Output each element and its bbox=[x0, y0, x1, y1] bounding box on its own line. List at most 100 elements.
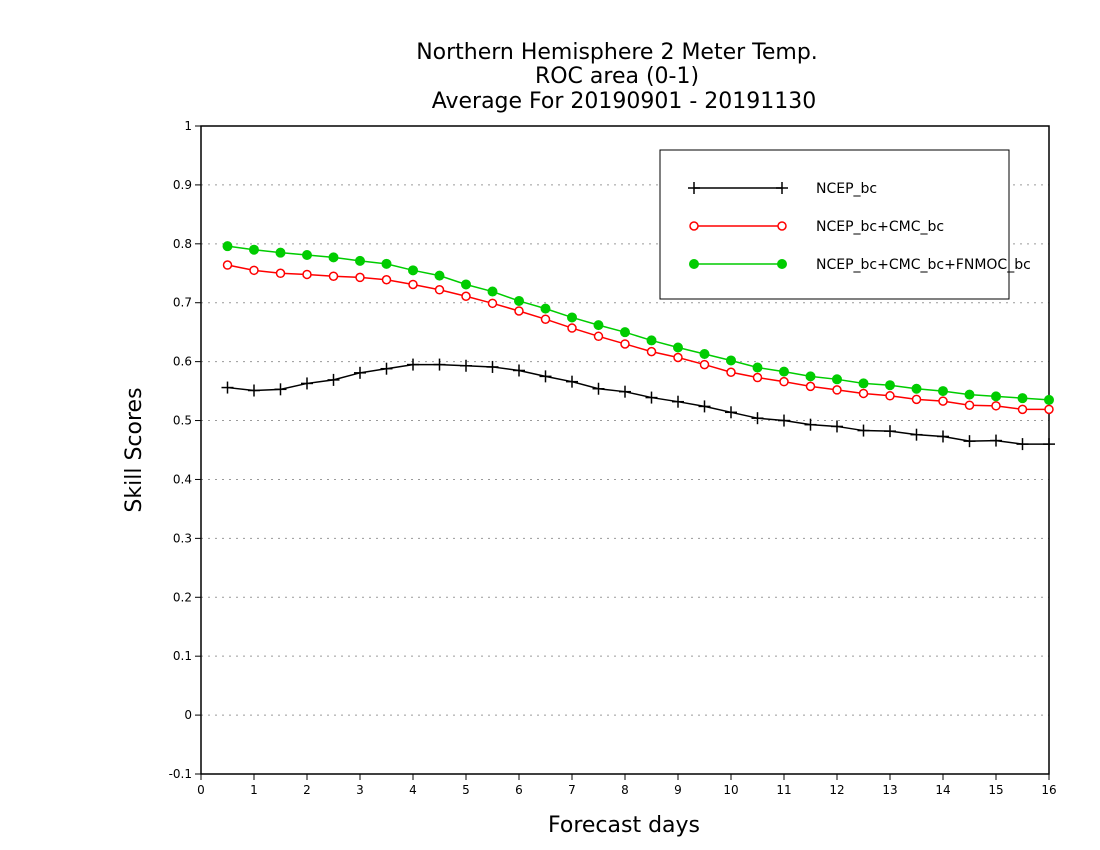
data-point bbox=[434, 270, 445, 281]
data-point bbox=[593, 331, 604, 342]
series bbox=[221, 241, 1055, 451]
y-tick-label: 0.2 bbox=[173, 590, 192, 604]
data-point bbox=[779, 366, 789, 377]
data-point bbox=[301, 377, 313, 390]
data-point bbox=[619, 385, 631, 398]
data-point bbox=[327, 373, 340, 386]
data-point bbox=[222, 260, 233, 270]
data-point bbox=[689, 259, 699, 269]
data-point bbox=[673, 342, 683, 353]
data-point bbox=[514, 306, 524, 316]
data-point bbox=[698, 400, 711, 413]
data-point bbox=[964, 400, 975, 410]
data-point bbox=[249, 265, 259, 276]
data-point bbox=[274, 383, 287, 396]
data-point bbox=[911, 383, 922, 394]
legend-item: NCEP_bc+CMC_bc+FNMOC_bc bbox=[689, 257, 1031, 273]
data-point bbox=[646, 346, 657, 357]
chart-titles: Northern Hemisphere 2 Meter Temp. ROC ar… bbox=[416, 40, 818, 114]
data-point bbox=[486, 360, 499, 373]
y-tick-label: 0.7 bbox=[173, 296, 192, 310]
data-point bbox=[593, 320, 604, 331]
data-point bbox=[514, 295, 524, 306]
data-point bbox=[990, 434, 1002, 447]
y-tick-label: 0 bbox=[184, 708, 192, 722]
data-point bbox=[434, 285, 445, 295]
y-tick-label: 1 bbox=[184, 119, 192, 133]
data-point bbox=[620, 339, 630, 349]
data-point bbox=[673, 352, 683, 363]
y-tick-label: 0.6 bbox=[173, 355, 192, 369]
data-point bbox=[751, 412, 764, 425]
series-1 bbox=[221, 358, 1055, 451]
data-point bbox=[688, 182, 700, 194]
data-point bbox=[938, 386, 948, 397]
data-point bbox=[752, 372, 763, 383]
data-point bbox=[222, 241, 233, 252]
data-point bbox=[275, 268, 286, 279]
y-tick-label: 0.8 bbox=[173, 237, 192, 251]
data-point bbox=[328, 271, 339, 281]
data-point bbox=[248, 384, 260, 397]
data-point bbox=[381, 258, 392, 269]
grid bbox=[201, 184, 1049, 716]
data-point bbox=[1017, 404, 1028, 415]
x-tick-label: 7 bbox=[568, 783, 576, 797]
legend-box bbox=[659, 149, 1010, 300]
chart-date-range: Average For 20190901 - 20191130 bbox=[432, 89, 817, 114]
y-tick-label: 0.9 bbox=[173, 178, 192, 192]
x-tick-label: 14 bbox=[935, 783, 950, 797]
x-tick-label: 15 bbox=[988, 783, 1003, 797]
data-point bbox=[1017, 393, 1028, 404]
data-point bbox=[885, 380, 895, 391]
data-point bbox=[752, 362, 763, 373]
data-point bbox=[646, 335, 657, 346]
data-point bbox=[776, 182, 788, 194]
x-tick-label: 0 bbox=[197, 783, 205, 797]
data-point bbox=[249, 244, 259, 255]
data-point bbox=[567, 323, 577, 333]
data-point bbox=[221, 381, 234, 394]
data-point bbox=[777, 221, 787, 231]
data-point bbox=[380, 362, 393, 375]
data-point bbox=[910, 428, 923, 441]
data-point bbox=[592, 382, 605, 395]
data-point bbox=[567, 312, 577, 323]
data-point bbox=[433, 358, 446, 371]
x-tick-label: 4 bbox=[409, 783, 417, 797]
legend: NCEP_bc NCEP_bc+CMC_bc NCEP_bc+CMC_bc+FNMO… bbox=[659, 149, 1031, 300]
series-3 bbox=[222, 241, 1054, 405]
data-point bbox=[355, 272, 365, 283]
data-point bbox=[381, 275, 392, 285]
data-point bbox=[540, 314, 551, 324]
data-point bbox=[937, 430, 949, 443]
data-point bbox=[858, 378, 869, 389]
data-point bbox=[938, 396, 948, 406]
legend-item: NCEP_bc+CMC_bc bbox=[689, 219, 944, 235]
x-tick-label: 5 bbox=[462, 783, 470, 797]
legend-item: NCEP_bc bbox=[688, 181, 877, 197]
data-point bbox=[804, 418, 817, 431]
data-point bbox=[354, 366, 366, 379]
y-tick-label: 0.1 bbox=[173, 649, 192, 663]
data-point bbox=[1044, 394, 1054, 405]
data-point bbox=[513, 364, 525, 377]
x-tick-label: 11 bbox=[776, 783, 791, 797]
x-tick-label: 9 bbox=[674, 783, 682, 797]
y-tick-label: -0.1 bbox=[169, 767, 192, 781]
data-point bbox=[857, 424, 870, 437]
data-point bbox=[911, 394, 922, 405]
y-tick-label: 0.3 bbox=[173, 531, 192, 545]
data-point bbox=[858, 388, 869, 399]
x-tick-label: 10 bbox=[723, 783, 738, 797]
data-point bbox=[991, 401, 1001, 411]
data-point bbox=[778, 414, 790, 427]
data-point bbox=[805, 371, 816, 382]
data-point bbox=[539, 370, 552, 383]
data-point bbox=[672, 395, 684, 408]
data-point bbox=[540, 303, 551, 314]
data-point bbox=[487, 286, 498, 297]
data-point bbox=[689, 221, 699, 231]
data-point bbox=[328, 252, 339, 263]
x-tick-label: 6 bbox=[515, 783, 523, 797]
